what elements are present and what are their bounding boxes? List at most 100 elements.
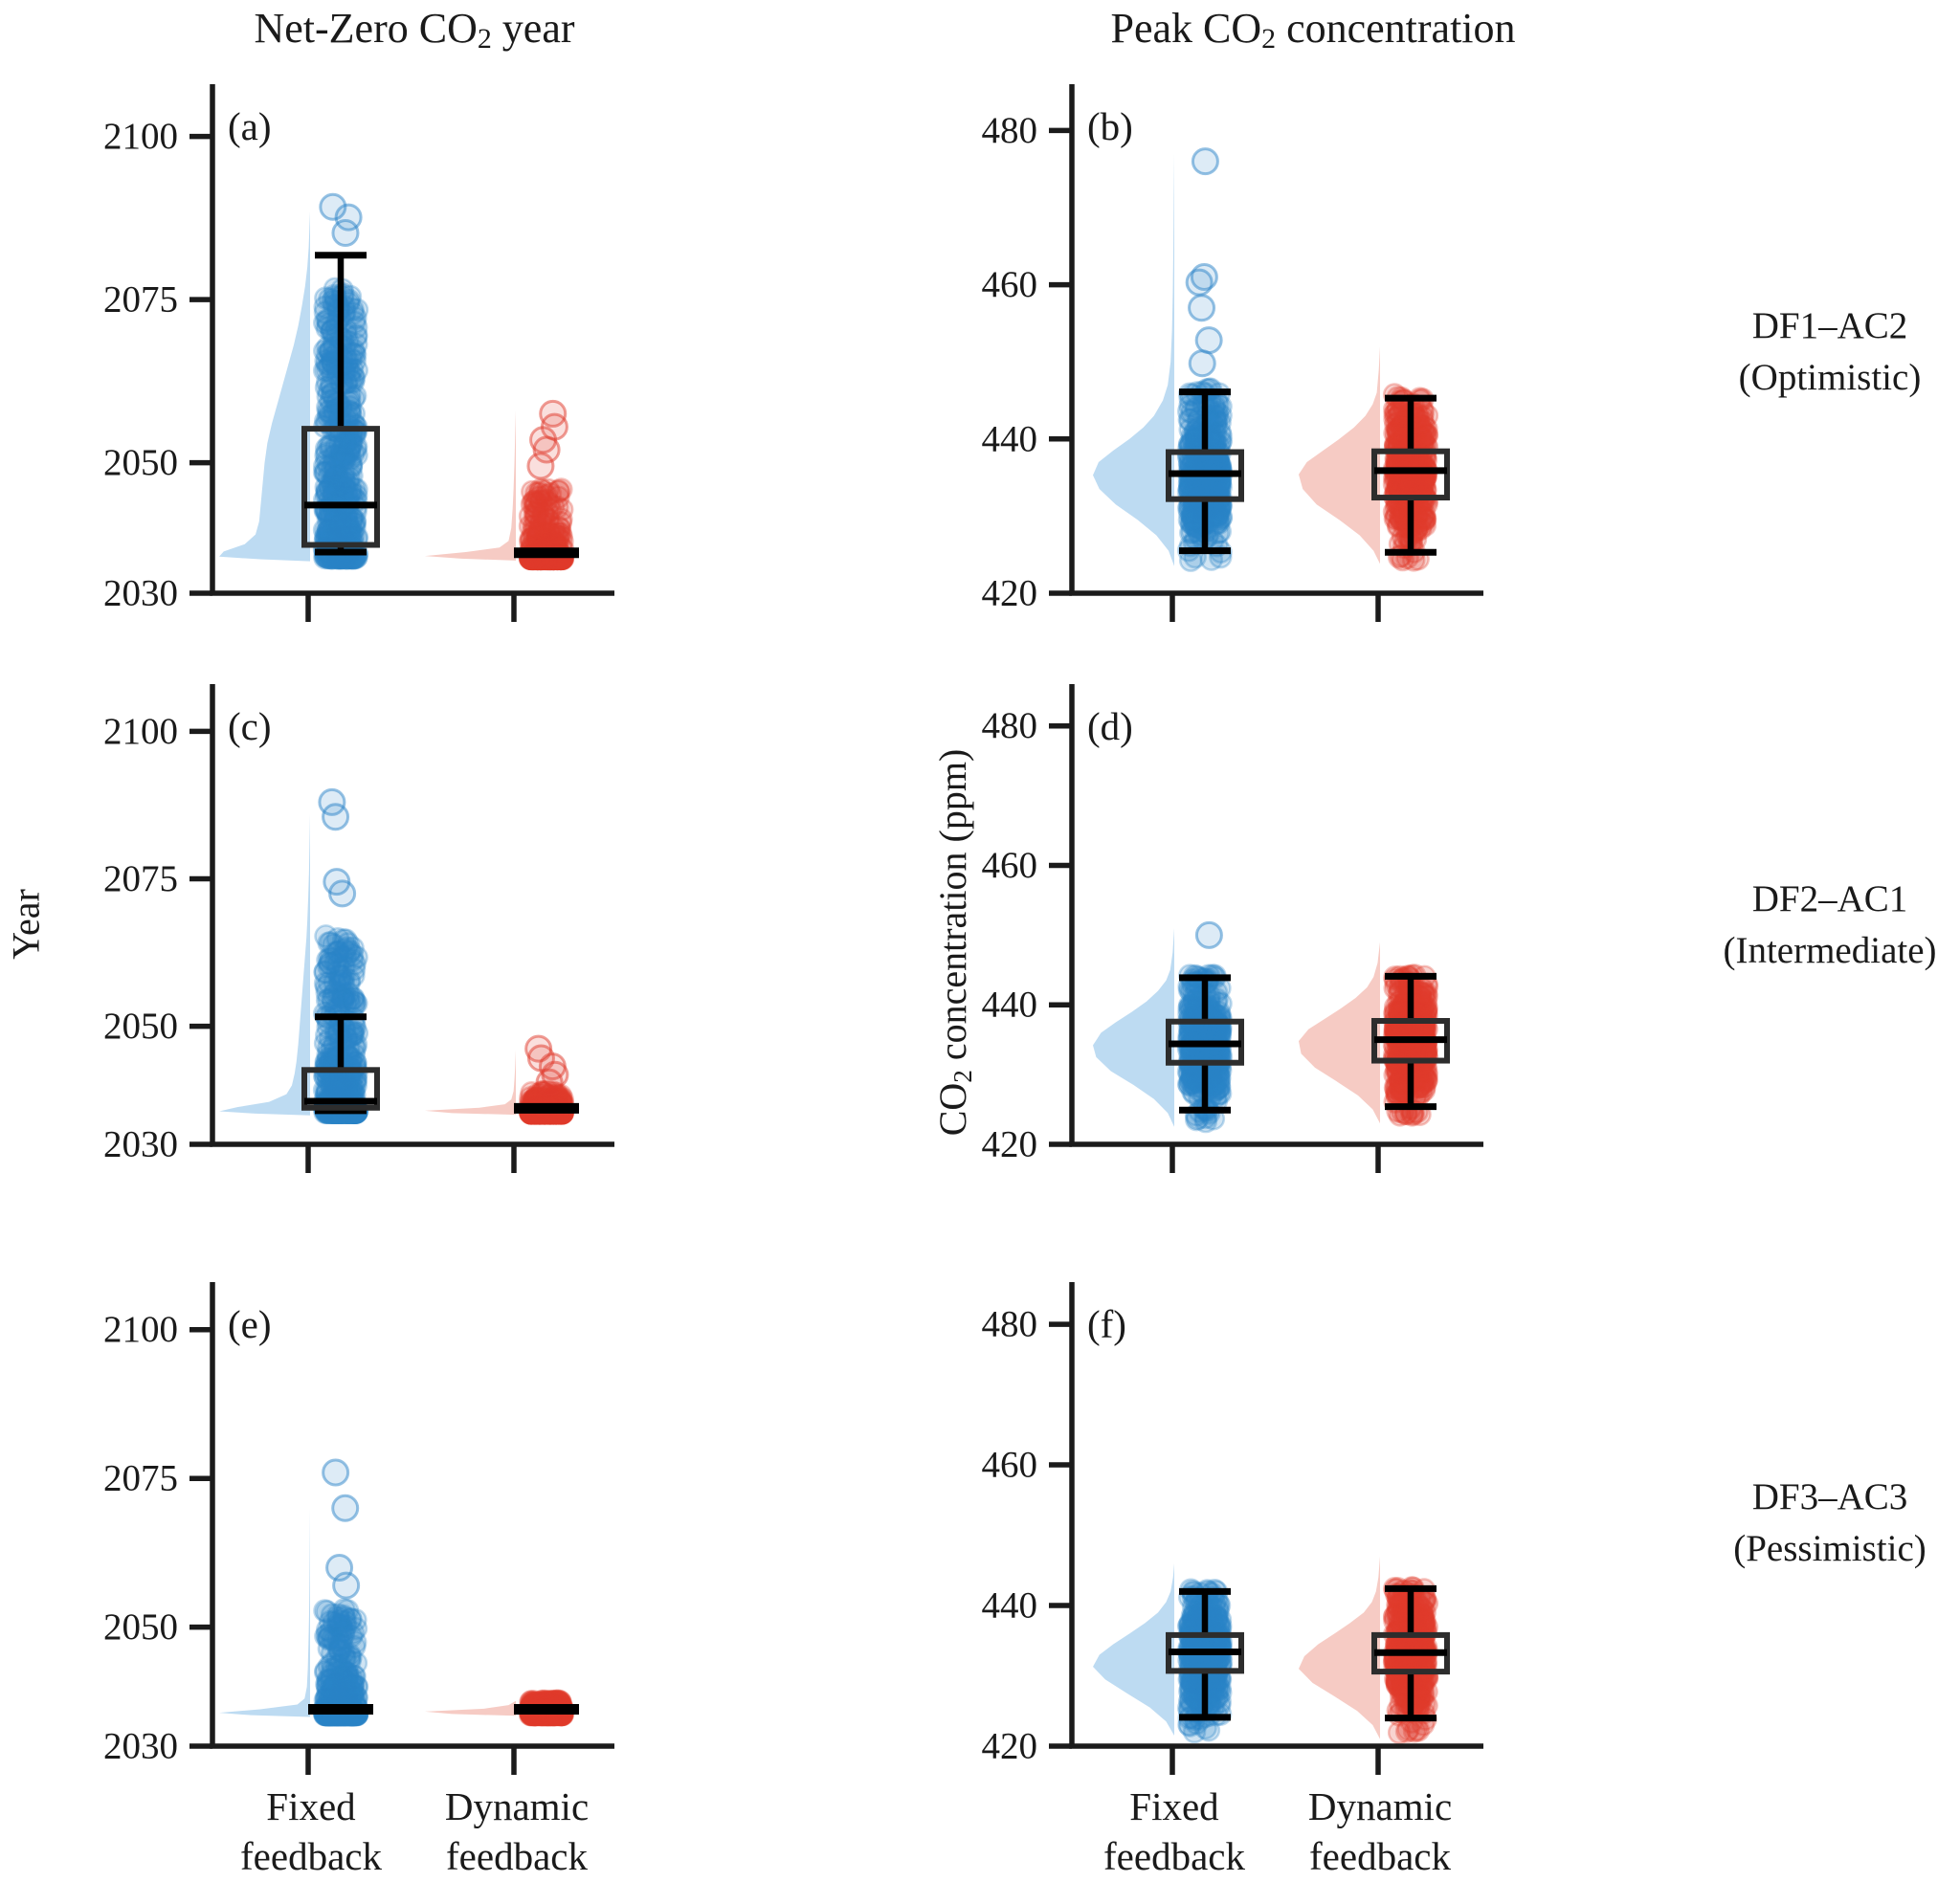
outlier-point <box>1192 265 1216 290</box>
outlier-point <box>1190 351 1214 376</box>
outlier-point <box>320 789 345 814</box>
y-tick-label: 440 <box>982 418 1038 459</box>
data-point <box>547 481 568 502</box>
y-tick-label: 2030 <box>103 1124 178 1165</box>
violin-dynamic-b <box>1299 346 1380 564</box>
title-left-text: Net-Zero CO <box>254 5 477 52</box>
scatter-fixed-c <box>314 789 368 1122</box>
panel-c-plot: 2030 2050 2075 2100 (c) <box>88 684 628 1192</box>
y-tick-label: 420 <box>982 573 1038 614</box>
panel-d-plot: 420 440 460 480 (d) <box>947 684 1497 1192</box>
outlier-point <box>324 870 349 895</box>
scatter-fixed-e <box>314 1460 368 1725</box>
panel-letter-d: (d) <box>1087 704 1133 748</box>
title-left-subscript: 2 <box>478 23 492 55</box>
y-tick-label: 2100 <box>103 711 178 752</box>
scatter-dynamic-a <box>520 401 573 568</box>
panel-letter-b: (b) <box>1087 104 1133 148</box>
title-right-text: Peak CO <box>1110 5 1261 52</box>
y-axis-label-year-text: Year <box>5 889 48 960</box>
data-point <box>1210 492 1231 513</box>
y-tick-label: 2100 <box>103 1309 178 1350</box>
panel-b-plot: 420 440 460 480 (b) <box>947 84 1497 641</box>
data-point <box>522 481 543 502</box>
column-title-netzero-year: Net-Zero CO2 year <box>254 4 574 55</box>
data-point <box>314 341 335 362</box>
y-tick-label: 2075 <box>103 279 178 321</box>
row-label-df2-ac1-code: DF2–AC1 <box>1723 874 1936 925</box>
y-tick-label: 480 <box>982 110 1038 151</box>
violin-fixed-e <box>219 1508 310 1716</box>
y-tick-label: 2075 <box>103 1458 178 1499</box>
panel-letter-a: (a) <box>228 104 272 148</box>
column-title-peak-co2: Peak CO2 concentration <box>1110 4 1515 55</box>
data-point <box>335 432 356 453</box>
panel-b-peakco2-optimistic: 420 440 460 480 (b) <box>947 84 1497 641</box>
violin-fixed-f <box>1093 1563 1174 1736</box>
violin-fixed-c <box>219 814 310 1116</box>
row-label-df3-ac3-code: DF3–AC3 <box>1733 1472 1927 1523</box>
violin-fixed-d <box>1093 928 1174 1127</box>
violin-dynamic-c <box>425 1050 516 1115</box>
y-tick-label: 420 <box>982 1124 1038 1165</box>
row-label-df1-ac2-qualifier: (Optimistic) <box>1739 352 1922 404</box>
row-label-df3-ac3: DF3–AC3(Pessimistic) <box>1733 1472 1927 1575</box>
data-point <box>1208 1065 1229 1086</box>
panel-letter-c: (c) <box>228 704 272 748</box>
x-category-line2: feedback <box>240 1831 382 1881</box>
row-label-df3-ac3-qualifier: (Pessimistic) <box>1733 1523 1927 1575</box>
violin-fixed-b <box>1093 154 1174 566</box>
outlier-point <box>1196 328 1221 353</box>
violin-dynamic-a <box>425 410 516 561</box>
y-tick-label: 440 <box>982 985 1038 1026</box>
data-point <box>1208 522 1229 543</box>
y-tick-label: 2100 <box>103 116 178 157</box>
outlier-point <box>323 1460 348 1485</box>
data-point <box>324 466 345 487</box>
panel-a-netzero-optimistic: 2030 2050 2075 2100 (a) <box>88 84 628 641</box>
data-point <box>1404 1069 1425 1090</box>
row-label-df1-ac2-code: DF1–AC2 <box>1739 300 1922 352</box>
y-tick-label: 460 <box>982 264 1038 305</box>
outlier-point <box>333 1495 358 1520</box>
x-category-line2: feedback <box>1103 1831 1245 1881</box>
y-tick-label: 2030 <box>103 573 178 614</box>
data-point <box>1188 1037 1209 1058</box>
data-point <box>333 1673 354 1694</box>
panel-a-plot: 2030 2050 2075 2100 (a) <box>88 84 628 641</box>
outlier-point <box>1196 922 1221 947</box>
violin-dynamic-d <box>1299 942 1380 1123</box>
x-category-line2: feedback <box>445 1831 589 1881</box>
violin-dynamic-e <box>425 1701 516 1716</box>
data-point <box>332 970 353 991</box>
data-point <box>333 929 354 950</box>
violin-fixed-a <box>219 211 310 562</box>
data-point <box>327 1607 348 1628</box>
y-tick-label: 480 <box>982 705 1038 746</box>
row-label-df2-ac1-qualifier: (Intermediate) <box>1723 925 1936 977</box>
y-tick-label: 2075 <box>103 858 178 899</box>
y-tick-label: 460 <box>982 845 1038 886</box>
data-point <box>345 1056 366 1077</box>
panel-c-netzero-intermediate: 2030 2050 2075 2100 (c) <box>88 684 628 1192</box>
panel-d-peakco2-intermediate: 420 440 460 480 (d) <box>947 684 1497 1192</box>
row-label-df1-ac2: DF1–AC2(Optimistic) <box>1739 300 1922 404</box>
outlier-point <box>541 401 566 426</box>
row-label-df2-ac1: DF2–AC1(Intermediate) <box>1723 874 1936 977</box>
outlier-point <box>327 1555 352 1580</box>
y-tick-label: 2050 <box>103 442 178 483</box>
title-left-text-post: year <box>492 5 575 52</box>
data-point <box>343 302 364 323</box>
x-category-line2: feedback <box>1308 1831 1452 1881</box>
y-tick-label: 2030 <box>103 1726 178 1767</box>
y-tick-label: 2050 <box>103 1006 178 1047</box>
outlier-point <box>1192 149 1217 174</box>
y-tick-label: 2050 <box>103 1606 178 1648</box>
